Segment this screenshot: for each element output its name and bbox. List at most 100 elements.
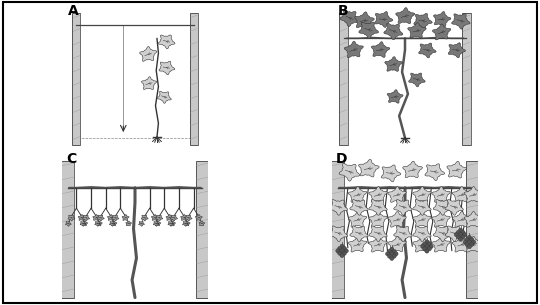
Circle shape	[461, 235, 465, 239]
Polygon shape	[448, 43, 465, 58]
Polygon shape	[396, 8, 415, 23]
Bar	[196, 161, 209, 298]
Circle shape	[467, 245, 471, 249]
Polygon shape	[433, 226, 451, 242]
Circle shape	[340, 249, 344, 253]
Circle shape	[467, 240, 471, 244]
Polygon shape	[122, 214, 129, 221]
Circle shape	[427, 247, 431, 251]
Polygon shape	[141, 77, 157, 89]
Polygon shape	[381, 165, 401, 182]
Circle shape	[456, 235, 460, 239]
Polygon shape	[464, 236, 482, 252]
Polygon shape	[156, 215, 163, 221]
Polygon shape	[369, 236, 387, 252]
Circle shape	[387, 254, 392, 258]
Polygon shape	[394, 199, 412, 215]
Polygon shape	[329, 226, 348, 242]
Circle shape	[387, 249, 392, 253]
Circle shape	[390, 256, 394, 260]
Circle shape	[422, 242, 427, 246]
Polygon shape	[78, 214, 85, 221]
Polygon shape	[340, 10, 359, 27]
Polygon shape	[369, 211, 387, 227]
Circle shape	[386, 252, 390, 256]
Polygon shape	[68, 215, 75, 221]
Polygon shape	[83, 215, 90, 221]
Polygon shape	[97, 215, 104, 221]
Bar	[462, 13, 470, 145]
Polygon shape	[372, 42, 390, 57]
Text: C: C	[66, 152, 77, 166]
Circle shape	[425, 240, 429, 244]
Circle shape	[465, 238, 469, 242]
Circle shape	[454, 233, 458, 237]
Circle shape	[392, 254, 396, 258]
Circle shape	[390, 252, 394, 256]
Polygon shape	[107, 214, 114, 221]
Bar	[190, 13, 198, 145]
Circle shape	[427, 242, 431, 246]
Polygon shape	[413, 187, 431, 202]
Circle shape	[461, 230, 465, 235]
Polygon shape	[151, 214, 158, 221]
Circle shape	[422, 247, 427, 251]
Polygon shape	[413, 226, 431, 242]
Polygon shape	[157, 91, 171, 103]
Polygon shape	[181, 214, 188, 221]
Polygon shape	[65, 221, 71, 226]
Polygon shape	[195, 214, 202, 221]
Polygon shape	[153, 221, 159, 226]
Circle shape	[470, 238, 474, 242]
Polygon shape	[329, 199, 348, 215]
Polygon shape	[171, 215, 178, 221]
Circle shape	[340, 253, 344, 257]
Circle shape	[338, 246, 342, 250]
Text: A: A	[68, 4, 78, 18]
Polygon shape	[451, 14, 470, 29]
Polygon shape	[126, 221, 132, 226]
Polygon shape	[359, 22, 379, 38]
Polygon shape	[464, 211, 482, 227]
Polygon shape	[413, 199, 431, 215]
Polygon shape	[348, 187, 367, 202]
Polygon shape	[111, 221, 117, 226]
Circle shape	[470, 242, 474, 246]
Polygon shape	[433, 24, 451, 40]
Polygon shape	[80, 221, 86, 226]
Circle shape	[342, 246, 347, 250]
Bar	[72, 13, 80, 145]
Bar	[331, 161, 344, 298]
Polygon shape	[159, 61, 175, 75]
Polygon shape	[185, 215, 192, 221]
Circle shape	[390, 247, 394, 251]
Circle shape	[394, 252, 398, 256]
Circle shape	[338, 251, 342, 255]
Polygon shape	[408, 23, 426, 38]
Polygon shape	[403, 161, 422, 178]
Polygon shape	[97, 221, 102, 226]
Polygon shape	[82, 221, 87, 226]
Polygon shape	[414, 13, 432, 29]
Polygon shape	[348, 211, 367, 227]
Polygon shape	[350, 226, 368, 242]
Polygon shape	[139, 221, 144, 226]
Circle shape	[342, 251, 347, 255]
Polygon shape	[359, 159, 379, 177]
Polygon shape	[409, 73, 425, 87]
Polygon shape	[348, 236, 367, 252]
Bar	[61, 161, 74, 298]
Polygon shape	[445, 226, 463, 242]
Circle shape	[463, 233, 467, 237]
Polygon shape	[425, 164, 444, 181]
Polygon shape	[141, 215, 148, 221]
Circle shape	[336, 249, 340, 253]
Polygon shape	[355, 12, 374, 29]
Polygon shape	[339, 163, 360, 181]
Polygon shape	[433, 199, 451, 215]
Polygon shape	[112, 215, 119, 221]
Polygon shape	[464, 187, 482, 202]
Circle shape	[421, 244, 425, 249]
Polygon shape	[388, 211, 406, 227]
Polygon shape	[445, 199, 463, 215]
